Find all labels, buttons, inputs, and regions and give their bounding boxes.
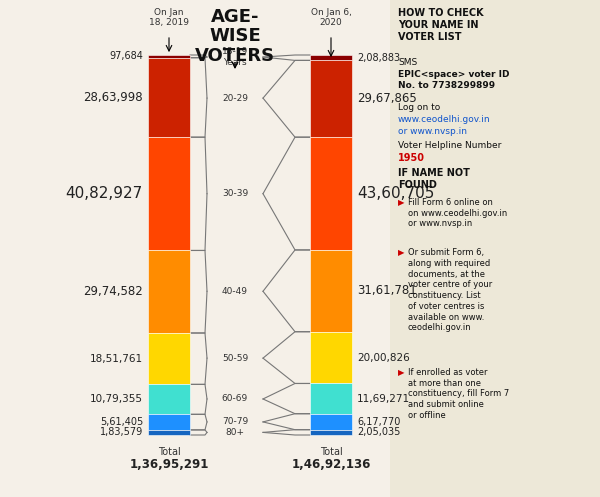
Bar [310,430,352,435]
Bar [148,384,190,414]
Text: ▶: ▶ [398,198,404,207]
Bar [310,414,352,430]
Text: SMS: SMS [398,58,417,67]
Text: 1950: 1950 [398,153,425,163]
Bar [148,55,190,58]
Text: 60-69: 60-69 [222,395,248,404]
Bar [310,331,352,384]
Text: If enrolled as voter
at more than one
constituency, fill Form 7
and submit onlin: If enrolled as voter at more than one co… [408,368,509,420]
Bar [148,250,190,333]
Text: 20,00,826: 20,00,826 [357,352,410,363]
Bar [148,414,190,430]
Bar [310,250,352,331]
Text: or www.nvsp.in: or www.nvsp.in [398,127,467,136]
Text: 2,05,035: 2,05,035 [357,427,400,437]
Text: AGE-
WISE
VOTERS: AGE- WISE VOTERS [195,8,275,65]
Text: 18,51,761: 18,51,761 [90,354,143,364]
Text: ▶: ▶ [398,368,404,377]
Text: 97,684: 97,684 [109,51,143,61]
Text: 18-19
Years: 18-19 Years [222,47,248,67]
Text: On Jan
18, 2019: On Jan 18, 2019 [149,8,189,27]
Text: 1,83,579: 1,83,579 [100,427,143,437]
Text: 40-49: 40-49 [222,287,248,296]
Text: Or submit Form 6,
along with required
documents, at the
voter centre of your
con: Or submit Form 6, along with required do… [408,248,492,332]
Bar [148,333,190,384]
Text: HOW TO CHECK
YOUR NAME IN
VOTER LIST: HOW TO CHECK YOUR NAME IN VOTER LIST [398,8,484,42]
Text: Total: Total [320,447,343,457]
Text: www.ceodelhi.gov.in: www.ceodelhi.gov.in [398,115,491,124]
Text: 10,79,355: 10,79,355 [90,394,143,405]
Text: Log on to: Log on to [398,103,440,112]
Text: 1,46,92,136: 1,46,92,136 [292,458,371,471]
Text: Total: Total [158,447,181,457]
Bar [148,58,190,137]
Text: 80+: 80+ [226,428,245,437]
Text: 29,74,582: 29,74,582 [83,285,143,298]
Text: 31,61,781: 31,61,781 [357,284,417,297]
Text: 28,63,998: 28,63,998 [83,91,143,104]
Text: 40,82,927: 40,82,927 [66,186,143,201]
Text: 70-79: 70-79 [222,417,248,426]
Text: 50-59: 50-59 [222,354,248,363]
Text: 43,60,705: 43,60,705 [357,186,434,201]
Text: 5,61,405: 5,61,405 [100,417,143,427]
Text: 29,67,865: 29,67,865 [357,92,417,105]
Text: On Jan 6,
2020: On Jan 6, 2020 [311,8,352,27]
Text: IF NAME NOT
FOUND: IF NAME NOT FOUND [398,168,470,189]
Bar [310,137,352,250]
Bar [390,0,600,497]
Bar [310,61,352,137]
Bar [148,430,190,435]
Text: ▶: ▶ [398,248,404,257]
Bar [310,384,352,414]
Text: Fill Form 6 online on
on www.ceodelhi.gov.in
or www.nvsp.in: Fill Form 6 online on on www.ceodelhi.go… [408,198,507,229]
Text: 30-39: 30-39 [222,189,248,198]
Text: 6,17,770: 6,17,770 [357,416,400,427]
Bar [310,55,352,61]
Bar [148,137,190,250]
Text: EPIC<space> voter ID
No. to 7738299899: EPIC<space> voter ID No. to 7738299899 [398,70,509,90]
Text: 1,36,95,291: 1,36,95,291 [130,458,209,471]
Text: 2,08,883: 2,08,883 [357,53,400,63]
Text: Voter Helpline Number: Voter Helpline Number [398,141,502,150]
Text: 20-29: 20-29 [222,93,248,102]
Text: 11,69,271: 11,69,271 [357,394,410,404]
